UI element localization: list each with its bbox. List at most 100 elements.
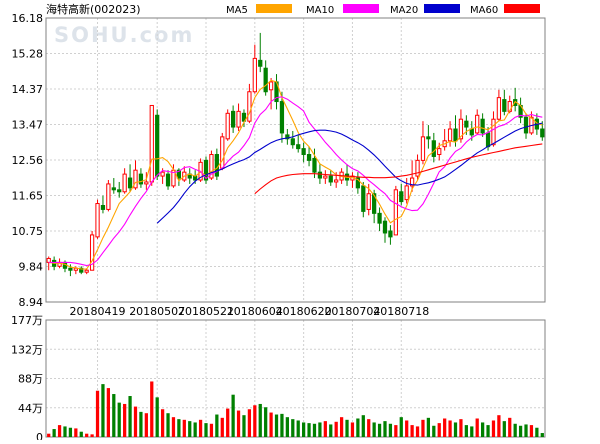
candle [230,105,236,133]
candle-body [193,175,198,181]
candle [149,104,154,186]
candle-body [377,212,382,224]
price-tick-label: 14.37 [12,83,44,96]
candle-body [464,120,469,128]
price-panel-border [45,17,546,303]
candle [415,154,420,181]
volume-bar [307,423,311,437]
volume-bar [242,415,246,437]
candle-body [388,230,393,238]
candle [144,172,149,190]
candle [420,121,426,165]
volume-bar [356,418,360,437]
volume-bar [215,414,219,437]
candle [247,83,252,124]
candle [480,113,485,137]
candlesticks [46,32,545,277]
candle-body [84,269,89,273]
candle-body [230,110,236,128]
date-tick-label: 20180620 [276,305,332,318]
legend-swatch-ma60 [504,4,540,13]
candle-body [241,112,247,122]
candle [388,225,393,245]
candle-body [382,220,388,234]
candle [496,89,502,122]
candle-body [355,177,361,189]
candle [502,89,507,116]
volume-bar [47,433,51,437]
candle-body [285,134,290,140]
candle-body [540,128,545,138]
volume-bar [480,422,485,437]
volume-bar [128,396,132,437]
candle-body [165,173,171,187]
candle-body [409,177,415,187]
legend-label-ma10: MA10 [306,5,334,16]
candle [106,180,111,212]
volume-bar [160,409,165,437]
candle [111,178,116,194]
date-tick-label: 20180604 [227,305,283,318]
volume-bar [144,413,148,437]
volume-bar [518,425,523,437]
candle [523,113,529,139]
volume-bar [95,390,100,437]
volume-bar [198,419,203,437]
volume-bar [508,417,512,437]
candle [209,150,214,181]
candle-body [176,169,182,179]
price-tick-label: 11.65 [12,190,44,203]
candle [355,172,361,194]
volume-bar [150,381,154,437]
volume-bar [296,420,300,437]
candle-body [323,175,328,179]
volume-bar [280,413,284,437]
volume-bar [350,422,355,437]
volume-bar [123,403,127,437]
candle-body [312,157,317,173]
candle-body [258,59,263,67]
volume-bar [334,421,338,437]
date-tick-label: 20180718 [373,305,429,318]
candle-body [480,118,485,134]
candle-body [361,185,366,212]
candle [296,134,301,153]
candle-body [236,110,241,128]
volume-bar [448,420,452,437]
chart-title: 海特高新(002023) [46,2,141,16]
price-tick-label: 8.94 [19,296,44,309]
volume-bar [486,425,490,437]
candle [241,109,247,128]
volume-bar [535,427,539,437]
volume-bar [209,423,214,437]
watermark: SOHU.com [54,23,194,47]
candle [252,44,257,94]
volume-bar [421,419,425,437]
candle-body [469,128,474,136]
candle-body [127,177,133,189]
volume-bar [491,420,496,437]
volume-bar [323,421,327,437]
volume-bar [274,414,279,437]
volume-tick-label: 88万 [18,373,43,386]
volume-bar [68,427,73,437]
candle-body [149,104,154,183]
candle-body [133,169,138,189]
candle-body [420,136,426,161]
volume-bar [171,417,176,437]
volume-bar [410,425,414,437]
legend-swatch-ma10 [343,4,379,13]
candle-body [89,234,95,271]
candle [122,168,127,194]
volume-bar [383,421,387,437]
volume-bar [247,409,252,437]
date-tick-label: 20180704 [324,305,380,318]
candle-body [263,67,268,93]
date-axis: 20180419 20180507201805212018060420180620… [70,305,430,318]
candle-body [209,154,214,179]
candle [328,170,333,186]
volume-panel-border [45,319,546,438]
volume-bar [188,421,192,437]
volume-bar [236,410,241,437]
